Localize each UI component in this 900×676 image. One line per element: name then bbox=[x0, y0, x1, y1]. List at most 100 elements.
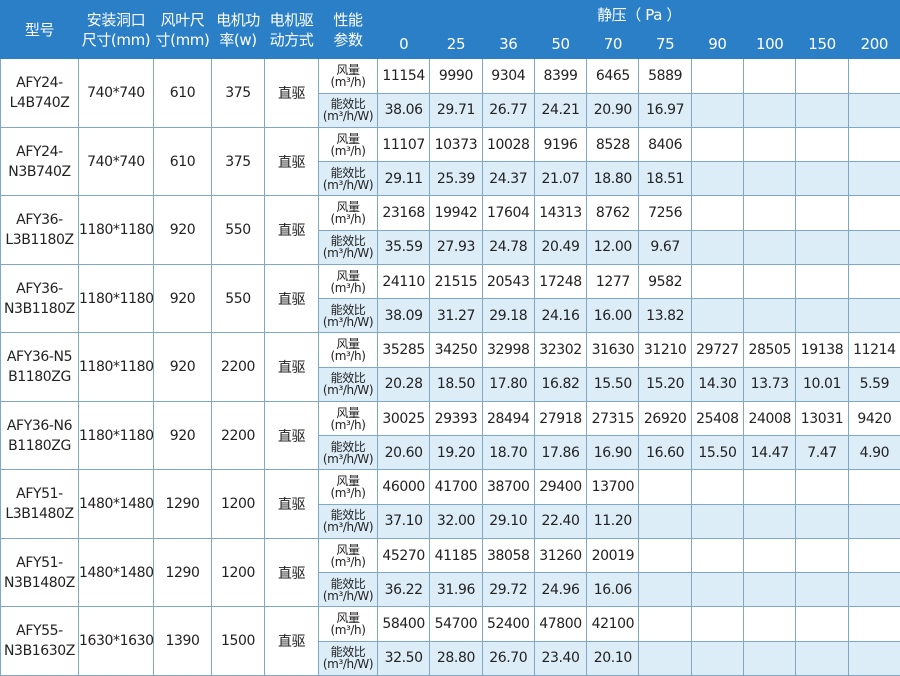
value-cell bbox=[743, 503, 797, 539]
text-line: 性能 bbox=[333, 10, 363, 29]
value-cell bbox=[743, 161, 797, 197]
value-cell: 8762 bbox=[586, 195, 640, 231]
value-cell: 18.80 bbox=[586, 161, 640, 197]
value-cell bbox=[795, 58, 849, 94]
value-cell: 27918 bbox=[533, 400, 588, 437]
value-cell: 29727 bbox=[690, 332, 745, 368]
data-row: 能效比 (m³/h/W) 36.22 31.96 29.72 24.96 16.06 bbox=[1, 572, 900, 608]
power-cell: 1500 bbox=[211, 606, 265, 676]
power-cell: 375 bbox=[211, 58, 265, 128]
value-cell: 19942 bbox=[429, 195, 483, 231]
value-cell: 23168 bbox=[376, 195, 431, 231]
value-cell: 14.30 bbox=[690, 366, 745, 402]
value-cell bbox=[795, 126, 849, 163]
text-line: 风量 bbox=[336, 200, 360, 215]
value-cell bbox=[690, 263, 745, 300]
value-cell bbox=[690, 298, 745, 334]
blade-cell: 920 bbox=[153, 263, 212, 334]
text-line: AFY36- bbox=[16, 212, 63, 229]
value-cell: 24.21 bbox=[533, 92, 588, 128]
blade-cell: 1290 bbox=[153, 469, 212, 539]
model-cell: AFY51- N3B1480Z bbox=[0, 537, 79, 608]
value-cell: 9.67 bbox=[638, 229, 692, 265]
text-line: N3B740Z bbox=[8, 163, 71, 180]
value-cell: 24110 bbox=[376, 263, 431, 300]
value-cell bbox=[847, 640, 900, 676]
value-cell: 16.60 bbox=[638, 435, 692, 471]
value-cell: 28.80 bbox=[429, 640, 483, 676]
text-line: 尺寸(mm) bbox=[81, 30, 151, 49]
value-cell bbox=[743, 298, 797, 334]
data-row: AFY36-N5 B1180ZG 1180*1180 920 2200 直驱 风量 (m³/h… bbox=[0, 332, 900, 402]
pressure-value: 150 bbox=[795, 29, 849, 60]
value-cell bbox=[690, 572, 745, 608]
blade-cell: 920 bbox=[153, 332, 212, 402]
text-line: (m³/h/W) bbox=[322, 314, 374, 329]
column-header: 电机功 率(w) bbox=[211, 0, 265, 60]
value-cell: 17.80 bbox=[481, 366, 535, 402]
value-cell: 15.50 bbox=[586, 366, 640, 402]
param-label: 风量 (m³/h) bbox=[318, 400, 378, 437]
value-cell: 31630 bbox=[586, 332, 640, 368]
data-row: AFY24- L4B740Z 740*740 610 375 直驱 风量 (m³/h) 1115… bbox=[0, 58, 900, 128]
value-cell: 15.50 bbox=[690, 435, 745, 471]
text-line: (m³/h/W) bbox=[322, 109, 374, 124]
text-line: L4B740Z bbox=[9, 95, 70, 112]
text-line: AFY24- bbox=[16, 143, 63, 160]
opening-cell: 1180*1180 bbox=[78, 332, 154, 402]
value-cell: 27315 bbox=[586, 400, 640, 437]
value-cell: 10028 bbox=[481, 126, 535, 163]
text-line: 安装洞口 bbox=[86, 10, 146, 29]
value-cell: 15.20 bbox=[638, 366, 692, 402]
blade-cell: 920 bbox=[153, 400, 212, 471]
value-cell: 35.59 bbox=[376, 229, 431, 265]
value-cell: 42100 bbox=[586, 606, 640, 642]
data-row: 能效比 (m³/h/W) 37.10 32.00 29.10 22.40 11.20 bbox=[1, 503, 900, 539]
value-cell: 17604 bbox=[481, 195, 535, 231]
power-cell: 375 bbox=[211, 126, 265, 197]
param-label: 能效比 (m³/h/W) bbox=[318, 92, 378, 128]
value-cell: 36.22 bbox=[376, 572, 431, 608]
value-cell: 28494 bbox=[481, 400, 535, 437]
text-line: B1180ZG bbox=[8, 437, 71, 454]
param-label: 风量 (m³/h) bbox=[318, 263, 378, 300]
text-line: AFY24- bbox=[16, 75, 63, 92]
drive-cell: 直驱 bbox=[264, 126, 319, 197]
value-cell bbox=[847, 606, 900, 642]
value-cell: 31.27 bbox=[429, 298, 483, 334]
value-cell: 41185 bbox=[429, 537, 483, 574]
value-cell: 31210 bbox=[638, 332, 692, 368]
opening-cell: 1630*1630 bbox=[78, 606, 154, 676]
value-cell bbox=[847, 58, 900, 94]
text-line: AFY51- bbox=[16, 486, 63, 503]
text-line: 动方式 bbox=[269, 30, 314, 49]
param-label: 能效比 (m³/h/W) bbox=[318, 572, 378, 608]
opening-cell: 1480*1480 bbox=[78, 537, 154, 608]
value-cell: 21.07 bbox=[533, 161, 588, 197]
value-cell: 14.47 bbox=[743, 435, 797, 471]
value-cell: 29400 bbox=[533, 469, 588, 505]
value-cell: 32.50 bbox=[376, 640, 431, 676]
value-cell bbox=[690, 195, 745, 231]
header-row: 型号 安装洞口 尺寸(mm) 风叶尺 寸(mm) 电机功 率(w) 电机驱 动方式 性能 参数 静压（… bbox=[0, 0, 900, 60]
param-label: 能效比 (m³/h/W) bbox=[318, 366, 378, 402]
model-cell: AFY36- L3B1180Z bbox=[0, 195, 79, 265]
value-cell bbox=[690, 503, 745, 539]
value-cell: 32998 bbox=[481, 332, 535, 368]
value-cell: 28505 bbox=[743, 332, 797, 368]
value-cell bbox=[638, 469, 692, 505]
data-row: AFY55- N3B1630Z 1630*1630 1390 1500 直驱 风量 (m³/h… bbox=[0, 606, 900, 676]
blade-cell: 610 bbox=[153, 126, 212, 197]
value-cell bbox=[690, 92, 745, 128]
model-cell: AFY24- L4B740Z bbox=[0, 58, 79, 128]
value-cell bbox=[743, 195, 797, 231]
text-line: (m³/h) bbox=[330, 212, 366, 227]
pressure-value: 90 bbox=[690, 29, 745, 60]
value-cell: 22.40 bbox=[533, 503, 588, 539]
value-cell: 54700 bbox=[429, 606, 483, 642]
param-label: 风量 (m³/h) bbox=[318, 537, 378, 574]
value-cell: 30025 bbox=[376, 400, 431, 437]
text-line: 风量 bbox=[336, 63, 360, 78]
data-row: AFY36- L3B1180Z 1180*1180 920 550 直驱 风量 (m³/h) 2… bbox=[0, 195, 900, 265]
value-cell bbox=[847, 298, 900, 334]
